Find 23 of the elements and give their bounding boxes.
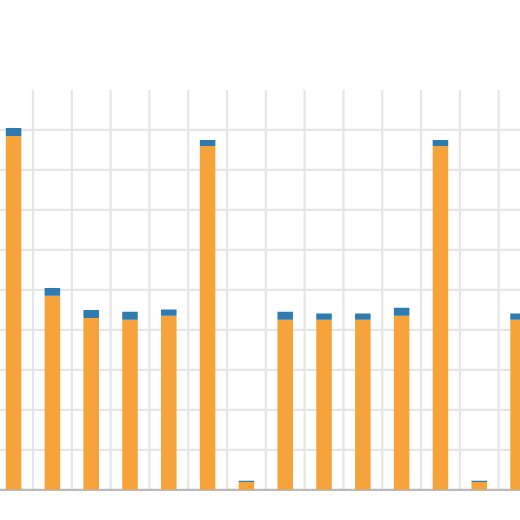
bar [5, 127, 22, 136]
bar [122, 311, 138, 320]
bar [83, 309, 99, 318]
bar [44, 287, 61, 296]
bar [122, 319, 138, 490]
bar [161, 309, 177, 316]
bar [393, 315, 410, 490]
bar [316, 313, 332, 320]
bar [355, 313, 371, 320]
bar [471, 481, 488, 490]
bar [432, 146, 449, 490]
bar [355, 319, 371, 490]
bar [199, 139, 216, 147]
bar [5, 135, 22, 490]
bar [199, 146, 216, 490]
bar [44, 295, 61, 490]
bar [277, 319, 293, 490]
bar [432, 139, 449, 147]
bar [316, 319, 332, 490]
bar [161, 315, 177, 490]
bar [393, 307, 410, 316]
bar [83, 317, 99, 490]
bar [277, 311, 293, 320]
